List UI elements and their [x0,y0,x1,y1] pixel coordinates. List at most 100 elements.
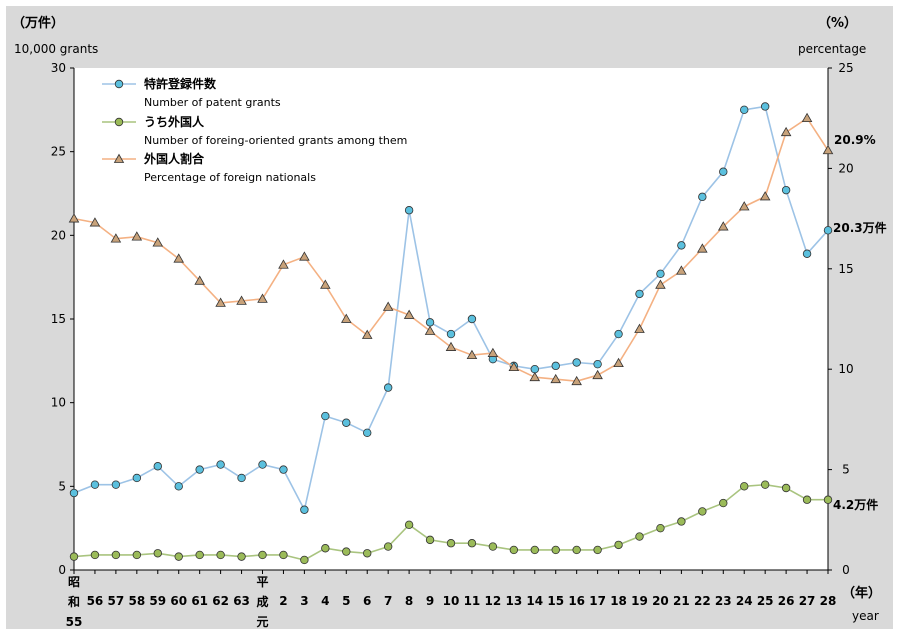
y-left-tick-label: 15 [51,312,66,326]
data-point-foreign-percentage [676,265,687,275]
x-tick-label: 10 [443,594,460,608]
data-point-foreign-grants [383,542,393,551]
x-tick-label: 16 [568,594,585,608]
data-point-foreign-percentage [173,253,185,263]
x-tick-label: 59 [149,594,166,608]
x-tick-label: 昭和 55 [66,575,83,629]
data-point-foreign-percentage [550,373,562,384]
data-point-foreign-grants [321,544,330,553]
data-point-foreign-percentage [194,275,205,285]
data-point-foreign-percentage [717,221,729,231]
data-point-foreign-grants [342,547,351,556]
data-point-patent-grants [593,359,602,369]
y-right-unit-label: （%） [818,15,857,31]
legend-sublabel-foreign-grants: Number of foreing-oriented grants among … [144,134,407,147]
data-point-foreign-percentage [634,323,645,333]
annotation-last-grants: 20.3万件 [833,220,887,235]
y-left-tick-label: 0 [58,563,66,577]
data-point-foreign-percentage [529,371,541,382]
data-point-foreign-grants [509,545,519,555]
x-tick-label: 2 [279,594,287,608]
data-point-patent-grants [111,480,121,489]
y-left-tick-label: 20 [51,228,66,242]
y-left-axis-label: 10,000 grants [14,42,98,56]
x-tick-label: 60 [170,594,187,608]
data-point-foreign-grants [258,550,267,560]
data-point-foreign-percentage [801,112,813,123]
x-tick-label: 63 [233,594,250,608]
data-point-foreign-grants [90,550,100,560]
data-point-patent-grants [446,329,456,339]
data-point-foreign-percentage [738,201,750,211]
data-point-patent-grants [153,462,162,471]
data-point-patent-grants [174,482,183,491]
y-right-tick-label: 15 [838,262,853,276]
data-point-patent-grants [300,505,309,514]
legend-marker-patent-grants [114,79,124,89]
legend-sublabel-patent-grants: Number of patent grants [144,96,281,109]
y-right-axis-label: percentage [798,42,866,56]
data-point-foreign-percentage [278,259,289,269]
y-right-tick-label: 5 [842,463,850,477]
data-point-patent-grants [760,102,770,111]
data-point-foreign-percentage [403,309,415,319]
data-point-foreign-grants [530,545,539,555]
annotation-last-foreign: 4.2万件 [833,497,878,512]
x-axis-label: year [852,609,879,623]
data-point-foreign-grants [760,480,770,489]
x-unit-label: （年） [842,585,881,601]
x-tick-label: 26 [778,594,795,608]
data-point-foreign-grants [446,539,456,548]
y-left-tick-label: 30 [51,61,66,75]
data-point-foreign-percentage [445,341,457,351]
legend-label-patent-grants: 特許登録件数 [144,76,217,91]
data-point-patent-grants [279,465,288,474]
data-point-foreign-percentage [257,293,268,303]
data-point-patent-grants [635,289,644,299]
data-point-foreign-grants [656,523,665,533]
data-point-foreign-percentage [89,217,101,227]
legend-label-foreign-percentage: 外国人割合 [144,151,205,166]
x-tick-label: 平成元 [256,575,268,629]
data-point-patent-grants [404,206,414,215]
legend-item-foreign-grants: うち外国人 Number of foreing-oriented grants … [102,114,407,147]
data-point-patent-grants [321,411,330,421]
x-tick-label: 9 [426,594,434,608]
data-point-foreign-percentage [487,347,499,357]
data-point-foreign-percentage [571,375,582,386]
data-point-patent-grants [383,383,393,392]
data-point-patent-grants [719,167,728,176]
x-tick-label: 13 [505,594,522,608]
legend-label-foreign-grants: うち外国人 [144,114,205,129]
data-point-foreign-grants [740,482,749,491]
data-point-patent-grants [363,428,372,437]
data-point-foreign-grants [174,552,183,561]
x-tick-label: 56 [87,594,104,608]
data-point-foreign-grants [153,549,162,558]
data-point-foreign-percentage [697,243,708,253]
data-point-foreign-grants [802,495,812,504]
y-left-tick-label: 25 [51,145,66,159]
data-point-patent-grants [69,488,79,498]
data-point-patent-grants [216,460,225,469]
data-point-foreign-grants [572,545,581,555]
data-point-patent-grants [132,473,142,483]
x-tick-label: 7 [384,594,392,608]
data-point-foreign-percentage [320,279,331,289]
data-point-patent-grants [802,249,812,258]
legend-item-patent-grants: 特許登録件数 Number of patent grants [102,76,281,109]
x-tick-label: 25 [757,594,774,608]
x-tick-label: 61 [191,594,208,608]
x-tick-label: 3 [300,594,308,608]
data-point-patent-grants [342,418,351,427]
x-tick-label: 17 [589,594,606,608]
series-foreign-percentage [68,112,834,386]
plot-area [74,68,828,570]
y-left-tick-label: 5 [58,479,66,493]
data-point-foreign-grants [677,517,686,526]
data-point-patent-grants [698,192,707,202]
data-point-foreign-grants [551,545,560,555]
series-foreign-grants [69,480,833,565]
data-point-foreign-percentage [655,279,666,289]
